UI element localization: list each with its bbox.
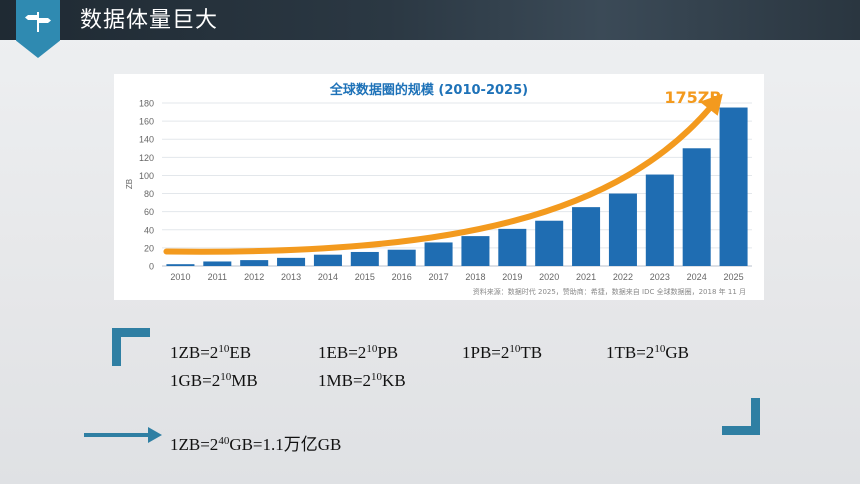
bar xyxy=(166,264,195,266)
formula-zb-eb: 1ZB=210EB xyxy=(170,343,252,362)
x-tick-label: 2019 xyxy=(502,272,522,282)
bar xyxy=(645,174,674,266)
bar xyxy=(240,260,269,266)
x-tick-label: 2023 xyxy=(650,272,670,282)
y-tick-label: 180 xyxy=(139,99,154,109)
corner-bracket-bottom-right xyxy=(722,398,760,435)
y-tick-label: 40 xyxy=(144,225,154,235)
x-tick-label: 2013 xyxy=(281,272,301,282)
x-tick-label: 2015 xyxy=(355,272,375,282)
x-tick-label: 2021 xyxy=(576,272,596,282)
x-tick-label: 2016 xyxy=(392,272,412,282)
formula-tb-gb: 1TB=210GB xyxy=(606,343,689,362)
signpost-icon xyxy=(25,12,51,32)
title-bar xyxy=(0,0,860,40)
x-tick-label: 2025 xyxy=(724,272,744,282)
x-tick-label: 2012 xyxy=(244,272,264,282)
corner-bracket-top-left xyxy=(112,328,150,366)
chart-panel: 全球数据圈的规模 (2010-2025) 0 20 40 60 80 100 120 140 16… xyxy=(114,74,764,300)
annotation-label: 175ZB xyxy=(664,88,721,107)
x-tick-label: 2014 xyxy=(318,272,338,282)
y-tick-label: 100 xyxy=(139,171,154,181)
bar xyxy=(461,236,490,266)
y-tick-label: 140 xyxy=(139,135,154,145)
bar xyxy=(313,254,342,266)
bar xyxy=(682,148,711,266)
y-axis-label: ZB xyxy=(125,179,134,189)
bar xyxy=(719,107,748,267)
formula-gb-mb: 1GB=210MB xyxy=(170,371,258,390)
x-tick-label: 2010 xyxy=(170,272,190,282)
right-arrow-icon xyxy=(84,427,162,443)
bar xyxy=(535,220,564,266)
chart-title: 全球数据圈的规模 (2010-2025) xyxy=(329,82,528,98)
bar-chart: 全球数据圈的规模 (2010-2025) 0 20 40 60 80 100 120 140 16… xyxy=(125,82,752,296)
formula-pb-tb: 1PB=210TB xyxy=(462,343,543,362)
x-tick-label: 2011 xyxy=(208,272,227,282)
bar xyxy=(203,261,232,266)
formula-mb-kb: 1MB=210KB xyxy=(318,371,406,390)
y-tick-label: 20 xyxy=(144,243,154,253)
y-tick-label: 60 xyxy=(144,207,154,217)
source-note: 资料来源：数据时代 2025，赞助商：希捷，数据来自 IDC 全球数据圈，201… xyxy=(473,287,746,296)
bar xyxy=(572,207,601,266)
bar xyxy=(498,228,527,266)
x-tick-label: 2024 xyxy=(687,272,707,282)
x-tick-label: 2022 xyxy=(613,272,633,282)
trend-arrow xyxy=(163,101,716,255)
y-tick-label: 0 xyxy=(149,262,154,272)
x-tick-label: 2018 xyxy=(465,272,485,282)
trend-arrowhead xyxy=(699,93,723,116)
bar xyxy=(277,257,306,266)
bar xyxy=(424,242,453,266)
y-tick-label: 120 xyxy=(139,153,154,163)
y-tick-label: 80 xyxy=(144,189,154,199)
bar xyxy=(387,249,416,266)
bar xyxy=(350,251,379,266)
formula-eb-pb: 1EB=210PB xyxy=(318,343,399,362)
x-tick-label: 2017 xyxy=(429,272,449,282)
x-tick-label: 2020 xyxy=(539,272,559,282)
y-tick-label: 160 xyxy=(139,117,154,127)
formula-summary: 1ZB=240GB=1.1万亿GB xyxy=(170,435,342,454)
page-title: 数据体量巨大 xyxy=(80,7,219,32)
bar xyxy=(608,193,637,266)
